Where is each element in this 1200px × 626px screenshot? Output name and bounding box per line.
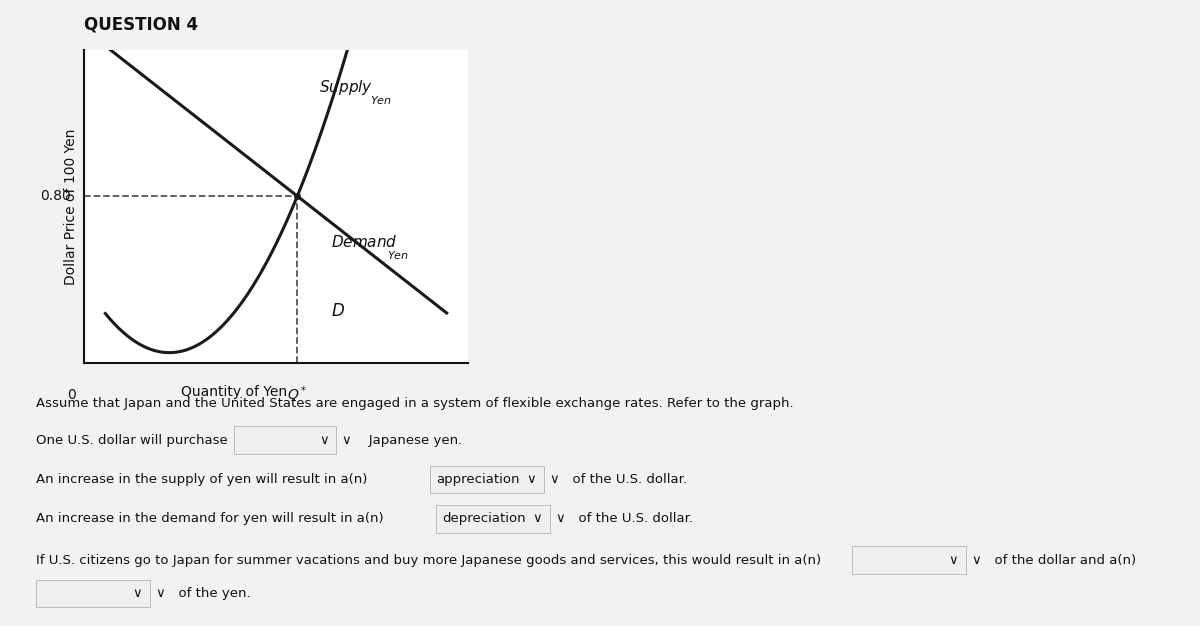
Text: $Q^*$: $Q^*$ bbox=[287, 384, 307, 404]
Text: $\it{Demand}$: $\it{Demand}$ bbox=[331, 234, 398, 250]
Text: ∨   of the yen.: ∨ of the yen. bbox=[156, 587, 251, 600]
Text: $\it{Yen}$: $\it{Yen}$ bbox=[386, 249, 409, 260]
Text: An increase in the demand for yen will result in a(n): An increase in the demand for yen will r… bbox=[36, 513, 384, 525]
Text: ∨   of the U.S. dollar.: ∨ of the U.S. dollar. bbox=[556, 513, 692, 525]
Text: One U.S. dollar will purchase: One U.S. dollar will purchase bbox=[36, 434, 228, 446]
Text: ∨: ∨ bbox=[132, 587, 142, 600]
Text: appreciation: appreciation bbox=[437, 473, 520, 486]
Text: $\it{D}$: $\it{D}$ bbox=[331, 302, 346, 320]
Text: ∨: ∨ bbox=[948, 554, 958, 567]
Text: 0: 0 bbox=[67, 388, 76, 402]
Text: $\it{Yen}$: $\it{Yen}$ bbox=[370, 94, 392, 106]
Text: depreciation: depreciation bbox=[443, 513, 526, 525]
Text: Assume that Japan and the United States are engaged in a system of flexible exch: Assume that Japan and the United States … bbox=[36, 398, 793, 410]
Text: ∨   of the dollar and a(n): ∨ of the dollar and a(n) bbox=[972, 554, 1136, 567]
Text: An increase in the supply of yen will result in a(n): An increase in the supply of yen will re… bbox=[36, 473, 367, 486]
Text: $\it{Supply}$: $\it{Supply}$ bbox=[319, 78, 373, 97]
Text: 0.80: 0.80 bbox=[41, 189, 71, 203]
Y-axis label: Dollar Price of 100 Yen: Dollar Price of 100 Yen bbox=[65, 128, 78, 285]
Text: If U.S. citizens go to Japan for summer vacations and buy more Japanese goods an: If U.S. citizens go to Japan for summer … bbox=[36, 554, 821, 567]
Text: ∨    Japanese yen.: ∨ Japanese yen. bbox=[342, 434, 462, 446]
Text: ∨: ∨ bbox=[319, 434, 329, 446]
Text: QUESTION 4: QUESTION 4 bbox=[84, 16, 198, 34]
Text: ∨: ∨ bbox=[532, 513, 541, 525]
Text: ∨   of the U.S. dollar.: ∨ of the U.S. dollar. bbox=[550, 473, 686, 486]
Text: Quantity of Yen: Quantity of Yen bbox=[181, 385, 287, 399]
Text: ∨: ∨ bbox=[526, 473, 535, 486]
